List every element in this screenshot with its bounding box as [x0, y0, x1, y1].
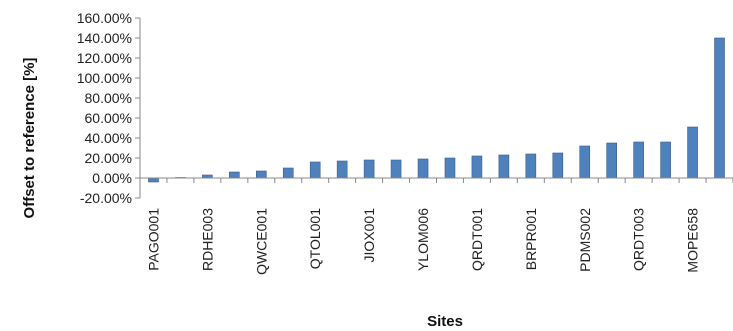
- x-tick-label: YLOM006: [415, 208, 431, 271]
- y-tick-label: 140.00%: [77, 30, 132, 46]
- bar: [390, 159, 402, 179]
- bar: [633, 141, 644, 179]
- x-tick-label: QRDT003: [631, 208, 647, 271]
- bar: [417, 158, 429, 179]
- x-axis: [139, 18, 733, 198]
- x-tick-label: QTOL001: [307, 208, 323, 269]
- bar: [255, 170, 267, 179]
- y-tick-label: 60.00%: [85, 110, 132, 126]
- x-tick-label: JIOX001: [361, 208, 377, 263]
- bar: [471, 155, 483, 179]
- x-tick-label: BRPR001: [523, 208, 539, 270]
- bar: [229, 171, 240, 179]
- x-axis-tick-labels: PAGO001 RDHE003 QWCE001 QTOL001 JIOX001 YLOM0…: [145, 208, 701, 275]
- bar: [552, 152, 564, 179]
- x-tick-label: MOPE658: [685, 208, 701, 273]
- x-tick-label: PAGO001: [145, 208, 161, 271]
- bar: [148, 177, 159, 183]
- bar: [498, 154, 510, 179]
- bar: [687, 126, 698, 179]
- y-tick-label: 160.00%: [77, 10, 132, 26]
- y-axis-ticks: -20.00% 0.00% 20.00% 40.00% 60.00% 80.00% 100.…: [77, 10, 140, 206]
- bar: [282, 167, 294, 179]
- y-tick-label: 40.00%: [85, 130, 132, 146]
- x-tick-label: PDMS002: [577, 208, 593, 272]
- y-tick-label: -20.00%: [80, 190, 132, 206]
- x-axis-title: Sites: [427, 313, 463, 330]
- y-axis-title: Offset to reference [%]: [21, 58, 38, 219]
- bar: [309, 161, 321, 179]
- bar: [525, 153, 537, 179]
- bar: [579, 145, 591, 179]
- bar: [444, 157, 456, 179]
- y-tick-label: 0.00%: [92, 170, 132, 186]
- x-tick-label: RDHE003: [199, 208, 215, 271]
- bar: [660, 141, 671, 179]
- y-tick-label: 100.00%: [77, 70, 132, 86]
- y-tick-label: 20.00%: [85, 150, 132, 166]
- x-tick-label: QRDT001: [469, 208, 485, 271]
- y-tick-label: 120.00%: [77, 50, 132, 66]
- bar: [363, 159, 375, 179]
- bar: [336, 160, 348, 179]
- x-tick-label: QWCE001: [253, 208, 269, 275]
- bar: [606, 142, 618, 179]
- y-tick-label: 80.00%: [85, 90, 132, 106]
- bar: [714, 37, 725, 179]
- bars: [148, 37, 725, 183]
